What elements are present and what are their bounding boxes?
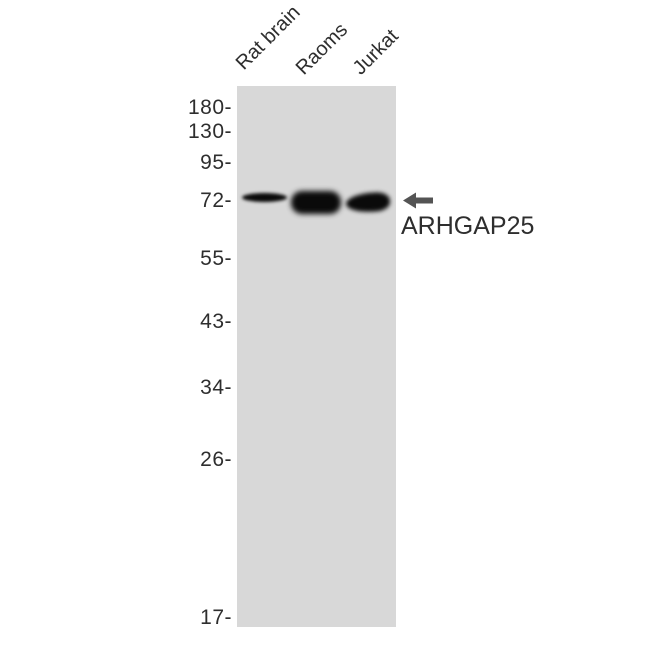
mw-marker-72: 72- — [200, 189, 232, 212]
mw-marker-95: 95- — [200, 151, 232, 174]
mw-marker-26: 26- — [200, 448, 232, 471]
blot-membrane — [237, 86, 396, 627]
lane-label-raoms: Raoms — [291, 18, 353, 80]
arrow-left-icon — [403, 192, 433, 209]
mw-marker-180: 180- — [187, 96, 232, 119]
mw-marker-scale: 180- 130- 95- 72- 55- 43- 34- 26- 17- — [0, 0, 232, 650]
mw-marker-130: 130- — [187, 120, 232, 143]
band-rat-brain — [242, 193, 287, 202]
lane-label-jurkat: Jurkat — [348, 25, 403, 80]
mw-marker-34: 34- — [200, 376, 232, 399]
band-raoms — [291, 191, 341, 214]
mw-marker-17: 17- — [200, 606, 232, 629]
mw-marker-43: 43- — [200, 310, 232, 333]
mw-marker-55: 55- — [200, 247, 232, 270]
target-protein-label: ARHGAP25 — [401, 212, 535, 240]
